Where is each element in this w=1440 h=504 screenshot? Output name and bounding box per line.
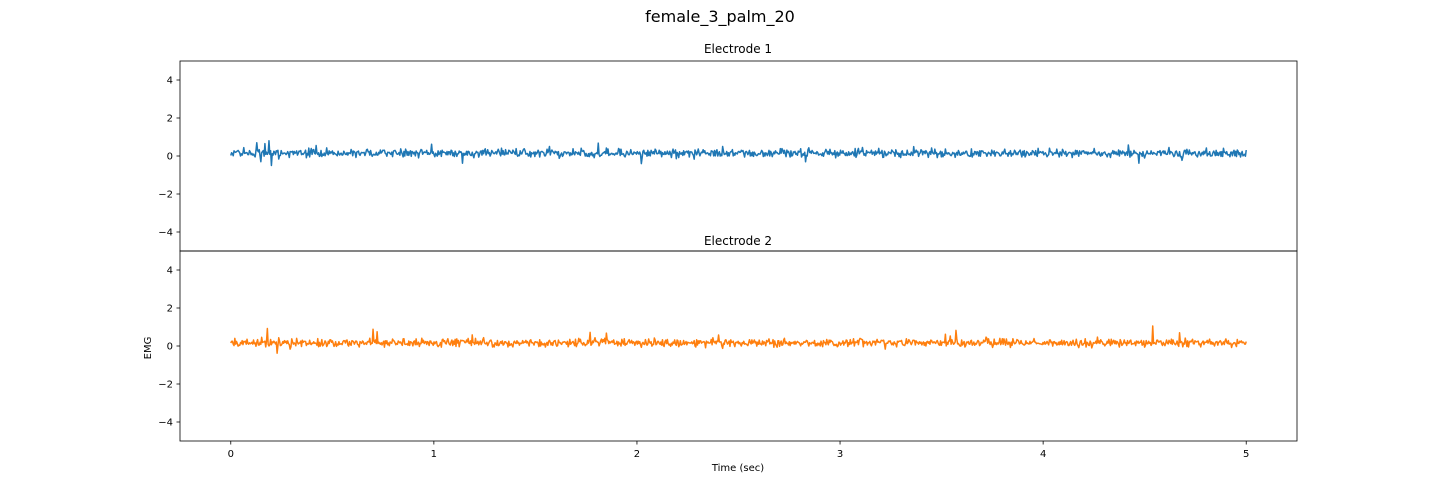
- y-tick-label: 4: [167, 76, 173, 87]
- y-tick-label: −4: [158, 228, 173, 239]
- electrode-1-trace: [230, 140, 1247, 167]
- electrode-2-trace: [230, 325, 1247, 354]
- y-tick-label: 4: [167, 266, 173, 277]
- y-tick-label: 0: [167, 342, 173, 353]
- y-axis-label: EMG: [143, 337, 154, 360]
- y-tick-label: 0: [167, 152, 173, 163]
- electrode-1-title: Electrode 1: [704, 42, 772, 56]
- electrode-1-panel: Electrode 1 −4 −2 0 2 4: [158, 42, 1298, 252]
- x-tick-label: 4: [1040, 449, 1046, 460]
- electrode-2-title: Electrode 2: [704, 234, 772, 248]
- y-tick-label: 2: [167, 304, 173, 315]
- x-tick-label: 2: [634, 449, 640, 460]
- y-tick-label: −2: [158, 380, 173, 391]
- x-tick-label: 0: [228, 449, 234, 460]
- electrode-1-ticks: −4 −2 0 2 4: [158, 76, 180, 239]
- figure-title: female_3_palm_20: [645, 7, 795, 27]
- y-tick-label: 2: [167, 114, 173, 125]
- y-tick-label: −4: [158, 418, 173, 429]
- x-tick-label: 5: [1243, 449, 1249, 460]
- electrode-2-panel: Electrode 2 −4 −2 0 2 4 0 1 2 3 4 5 Time (sec) EMG: [143, 234, 1298, 474]
- x-tick-label: 1: [431, 449, 437, 460]
- electrode-2-ticks: −4 −2 0 2 4 0 1 2 3 4 5: [158, 266, 1249, 461]
- x-axis-label: Time (sec): [711, 463, 764, 474]
- x-tick-label: 3: [837, 449, 843, 460]
- y-tick-label: −2: [158, 190, 173, 201]
- electrode-2-frame: [179, 250, 1298, 442]
